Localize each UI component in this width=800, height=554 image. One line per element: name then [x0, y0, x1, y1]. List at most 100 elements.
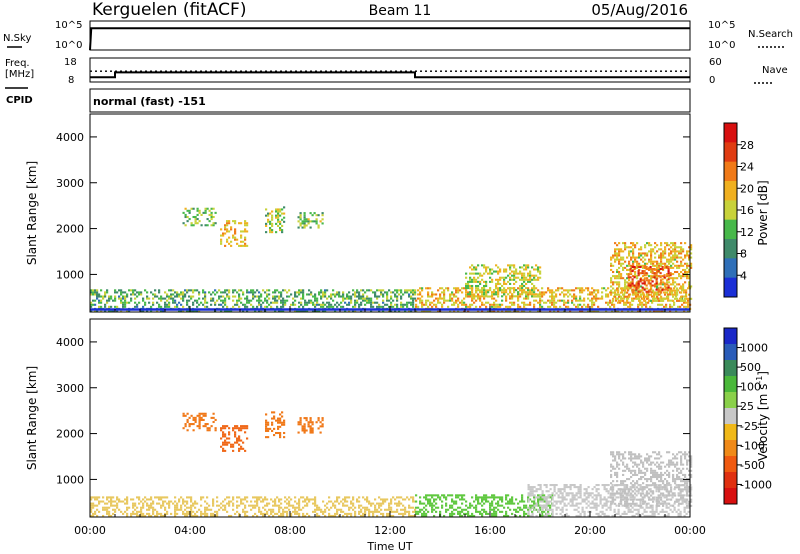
- echo-cell: [620, 299, 623, 302]
- echo-cell: [634, 469, 637, 472]
- echo-cell: [234, 236, 237, 239]
- echo-cell: [220, 437, 223, 440]
- echo-cell: [178, 500, 181, 503]
- echo-cell: [433, 504, 436, 507]
- echo-cell: [278, 504, 281, 507]
- echo-cell: [505, 305, 508, 308]
- echo-cell: [130, 299, 133, 302]
- echo-cell: [320, 305, 323, 308]
- echo-cell: [559, 492, 562, 495]
- echo-cell: [656, 270, 659, 274]
- echo-cell: [639, 500, 642, 503]
- echo-cell: [571, 492, 574, 495]
- echo-cell: [603, 488, 606, 491]
- echo-cell: [529, 270, 532, 273]
- echo-cell: [647, 290, 650, 293]
- echo-cell: [505, 291, 508, 294]
- echo-cell: [643, 488, 646, 491]
- echo-cell: [449, 494, 452, 497]
- echo-cell: [419, 500, 422, 503]
- echo-cell: [132, 293, 135, 296]
- echo-cell: [519, 287, 522, 290]
- echo-cell: [96, 498, 99, 501]
- echo-cell: [595, 508, 598, 511]
- echo-cell: [493, 496, 496, 499]
- echo-cell: [573, 504, 576, 507]
- echo-cell: [601, 504, 604, 507]
- echo-cell: [138, 291, 141, 294]
- echo-cell: [553, 295, 556, 298]
- echo-cell: [634, 273, 637, 276]
- echo-cell: [166, 502, 169, 505]
- echo-cell: [473, 500, 476, 503]
- echo-cell: [624, 266, 627, 269]
- echo-cell: [517, 297, 520, 300]
- echo-cell: [457, 506, 460, 509]
- echo-cell: [362, 289, 365, 292]
- echo-cell: [636, 297, 639, 300]
- echo-cell: [656, 299, 659, 302]
- echo-cell: [471, 504, 474, 507]
- echo-cell: [228, 309, 231, 312]
- echo-cell: [663, 309, 666, 312]
- echo-cell: [423, 506, 426, 509]
- echo-cell: [507, 305, 510, 308]
- echo-cell: [477, 293, 480, 296]
- echo-cell: [551, 303, 554, 306]
- echo-cell: [639, 280, 642, 283]
- echo-cell: [190, 289, 193, 292]
- echo-cell: [138, 510, 141, 513]
- echo-cell: [646, 287, 649, 290]
- echo-cell: [296, 510, 299, 513]
- echo-cell: [140, 510, 143, 513]
- echo-cell: [120, 291, 123, 294]
- freq-left-tick-top: 18: [64, 57, 77, 68]
- echo-cell: [655, 510, 658, 513]
- echo-cell: [671, 510, 674, 513]
- echo-cell: [158, 291, 161, 294]
- echo-cell: [380, 291, 383, 294]
- echo-cell: [621, 512, 624, 515]
- echo-cell: [509, 502, 512, 505]
- echo-cell: [685, 502, 688, 505]
- echo-cell: [277, 212, 280, 215]
- echo-cell: [148, 297, 151, 300]
- echo-cell: [622, 262, 625, 265]
- echo-cell: [279, 425, 282, 428]
- echo-cell: [644, 500, 647, 503]
- echo-cell: [539, 305, 542, 308]
- echo-cell: [382, 289, 385, 292]
- echo-cell: [597, 309, 600, 312]
- echo-cell: [160, 295, 163, 298]
- echo-cell: [675, 510, 678, 513]
- echo-cell: [310, 301, 313, 304]
- echo-cell: [509, 266, 512, 269]
- echo-cell: [497, 272, 500, 275]
- echo-cell: [589, 510, 592, 513]
- echo-cell: [408, 301, 411, 304]
- echo-cell: [632, 453, 635, 456]
- echo-cell: [273, 411, 276, 414]
- echo-cell: [277, 427, 280, 430]
- echo-cell: [543, 291, 546, 294]
- echo-cell: [186, 301, 189, 304]
- range-tick-label: 3000: [56, 177, 84, 190]
- echo-cell: [326, 289, 329, 292]
- echo-cell: [667, 506, 670, 509]
- echo-cell: [134, 508, 137, 511]
- echo-cell: [685, 291, 688, 294]
- echo-cell: [469, 303, 472, 306]
- echo-cell: [678, 299, 681, 302]
- echo-cell: [90, 301, 93, 304]
- echo-cell: [507, 309, 510, 312]
- echo-cell: [224, 291, 227, 294]
- echo-cell: [336, 293, 339, 296]
- echo-cell: [681, 502, 684, 505]
- echo-cell: [144, 500, 147, 503]
- echo-cell: [617, 512, 620, 515]
- echo-cell: [661, 510, 664, 513]
- echo-cell: [332, 299, 335, 302]
- echo-cell: [276, 295, 279, 298]
- echo-cell: [688, 270, 691, 274]
